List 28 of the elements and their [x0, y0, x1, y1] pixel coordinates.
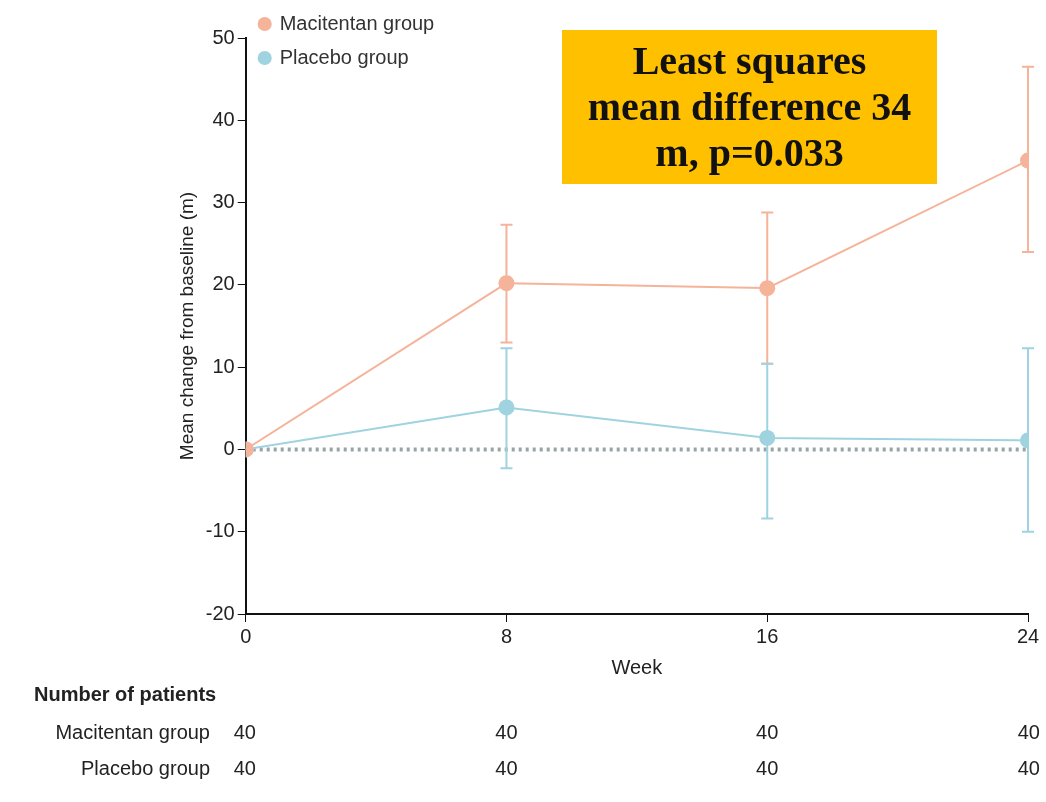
- text: 40: [495, 756, 518, 779]
- legend-label: Macitentan group: [279, 11, 435, 34]
- y-tick-label: 40: [212, 107, 235, 130]
- y-tick-label: -20: [205, 601, 235, 624]
- y-axis-title: Mean change from baseline (m): [175, 191, 197, 461]
- annotation: Least squares mean difference 34 m, p=0.033: [562, 30, 937, 184]
- y-tick-label: 20: [212, 272, 235, 295]
- text: 40: [756, 756, 779, 779]
- x-axis-title: Week: [611, 655, 664, 678]
- x-tick-label: 24: [1016, 624, 1040, 647]
- y-tick-label: 30: [212, 190, 235, 213]
- x-tick-label: 8: [500, 624, 513, 647]
- text: 40: [233, 756, 256, 779]
- x-tick-label: 16: [756, 624, 779, 647]
- y-tick-label: -10: [205, 519, 235, 542]
- text: 40: [1017, 756, 1040, 779]
- text: Placebo group: [81, 756, 210, 779]
- text: 40: [756, 720, 779, 743]
- text: Number of patients: [34, 682, 217, 705]
- x-tick-label: 0: [240, 624, 252, 647]
- text: 40: [233, 720, 256, 743]
- y-tick-label: 10: [212, 354, 235, 377]
- y-tick-label: 0: [223, 436, 235, 459]
- text: 40: [495, 720, 518, 743]
- y-tick-label: 50: [212, 25, 235, 48]
- text: 40: [1017, 720, 1040, 743]
- text: Macitentan group: [55, 720, 210, 743]
- legend-label: Placebo group: [279, 45, 409, 68]
